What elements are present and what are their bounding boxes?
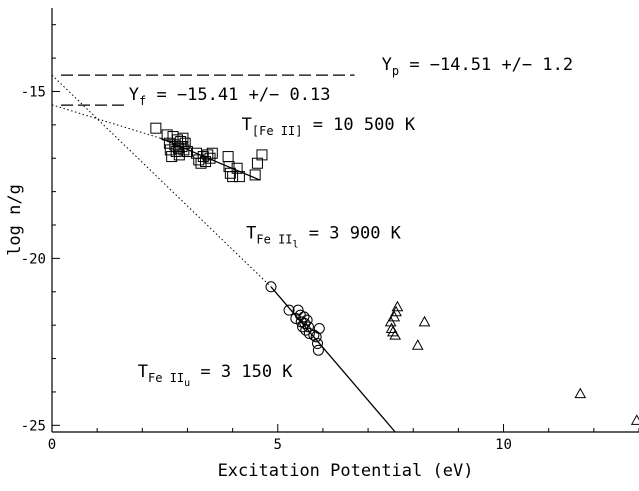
circle-marker — [292, 304, 304, 316]
triangle-marker — [389, 329, 402, 340]
square-marker — [206, 147, 218, 159]
annotations: Yp = −14.51 +/− 1.2 Yf = −15.41 +/− 0.13 T… — [129, 55, 573, 389]
circle-marker — [299, 317, 311, 329]
square-marker — [249, 169, 261, 181]
x-tick-label: 0 — [48, 437, 56, 453]
annotation-tfe2forb: T[Fe II] = 10 500 K — [242, 115, 416, 138]
square-marker — [222, 151, 234, 163]
triangle-marker — [388, 310, 401, 322]
square-marker — [150, 122, 162, 134]
circle-marker — [302, 321, 314, 333]
circle-marker — [313, 323, 325, 335]
square-marker — [251, 157, 263, 169]
data-markers — [150, 122, 639, 425]
square-marker — [231, 162, 243, 174]
square-marker — [179, 137, 191, 149]
square-marker — [178, 144, 190, 156]
circle-marker — [308, 329, 320, 341]
circle-marker — [312, 344, 324, 356]
y-tick-label: -25 — [21, 418, 46, 434]
y-axis-title: log n/g — [5, 184, 25, 256]
extrapolation-line — [51, 104, 161, 139]
triangle-marker — [574, 387, 587, 399]
x-tick-label: 5 — [274, 437, 282, 453]
square-marker — [181, 146, 193, 158]
triangle-marker — [390, 305, 402, 317]
triangle-marker — [411, 339, 424, 350]
axes: 0 5 10 -15 -20 -25 — [21, 8, 639, 453]
fit-line — [270, 286, 396, 433]
square-marker — [233, 171, 245, 183]
extrapolation-line — [51, 74, 272, 288]
circle-marker — [283, 304, 295, 316]
x-axis-title: Excitation Potential (eV) — [218, 461, 474, 481]
circle-marker — [303, 328, 315, 340]
annotation-yp: Yp = −14.51 +/− 1.2 — [382, 55, 573, 78]
circle-marker — [301, 314, 313, 326]
circle-marker — [265, 281, 277, 293]
annotation-tfe2u: TFe IIu = 3 150 K — [138, 362, 294, 389]
circle-marker — [298, 311, 310, 323]
triangle-marker — [418, 315, 431, 327]
triangle-marker — [630, 414, 639, 425]
x-tick-label: 10 — [495, 437, 512, 453]
y-tick-label: -20 — [21, 251, 46, 267]
annotation-tfe2l: TFe IIl = 3 900 K — [246, 223, 402, 250]
triangle-marker — [391, 300, 404, 312]
y-tick-label: -15 — [21, 84, 46, 100]
annotation-yf: Yf = −15.41 +/− 0.13 — [129, 85, 331, 108]
